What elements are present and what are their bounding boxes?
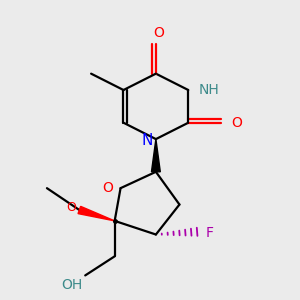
Polygon shape [78, 206, 115, 221]
Text: N: N [142, 133, 153, 148]
Text: OH: OH [61, 278, 82, 292]
Text: NH: NH [199, 83, 219, 97]
Text: O: O [67, 201, 76, 214]
Text: O: O [153, 26, 164, 40]
Text: O: O [102, 181, 113, 195]
Text: F: F [206, 226, 214, 240]
Text: O: O [231, 116, 242, 130]
Polygon shape [152, 139, 160, 172]
